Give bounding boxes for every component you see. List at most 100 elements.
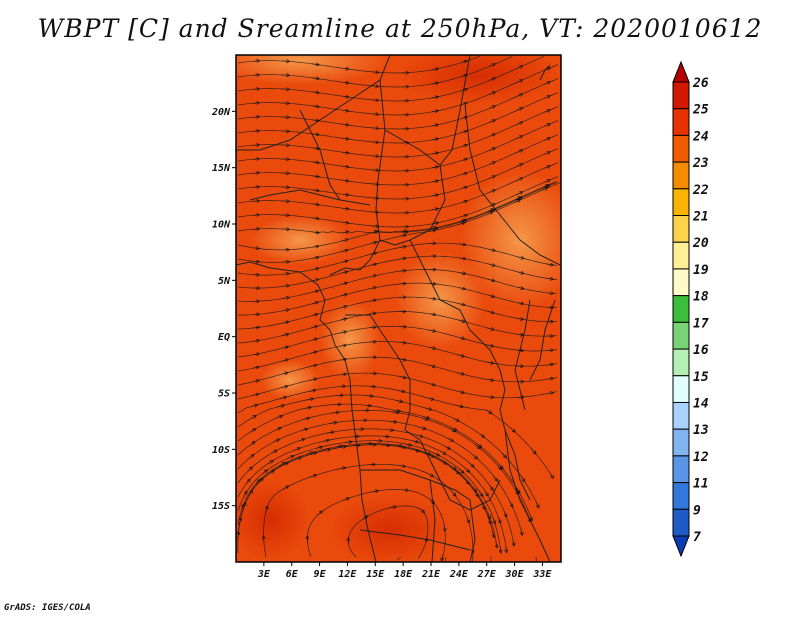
streamline-arrow [489, 484, 492, 489]
streamline-arrow [429, 298, 435, 299]
streamline-arrow [370, 242, 376, 243]
lat-tick-label: 15S [212, 501, 230, 512]
streamline-arrow [341, 240, 347, 241]
streamline-arrow [312, 269, 318, 270]
colorbar-label: 18 [693, 290, 709, 305]
map-plot-area: 3E 6E 9E 12E 15E 18E 21E 24E 27E 30E 33E 20N 15N 10N… [211, 54, 562, 580]
colorbar-segment [672, 295, 690, 323]
streamline-arrow [251, 405, 256, 406]
streamline-arrow [487, 345, 492, 346]
streamline-arrow [252, 261, 258, 262]
streamline-arrow [307, 399, 312, 400]
colorbar-segment [672, 108, 690, 136]
streamline-arrow [516, 122, 522, 125]
streamline-arrow [416, 435, 422, 436]
streamline-arrow [459, 288, 464, 289]
lon-tick-label: 21E [421, 569, 441, 580]
streamline-arrow [267, 461, 272, 465]
streamline-arrow [458, 223, 464, 225]
streamline-arrow [460, 145, 466, 147]
streamline-arrow [275, 428, 280, 431]
streamline-arrow [345, 442, 351, 443]
colorbar-segment [672, 348, 690, 377]
streamline-arrow [444, 445, 449, 448]
lat-tick-label: 10S [212, 445, 230, 456]
streamline-arrow [489, 191, 494, 193]
streamline-arrow [312, 176, 318, 177]
lat-tick-label: 5S [218, 389, 230, 400]
colorbar-segment [672, 321, 690, 350]
streamline-arrow [312, 232, 318, 233]
streamline-arrow [369, 300, 375, 301]
streamline [237, 372, 557, 400]
streamline-arrow [431, 167, 437, 168]
map-frame [235, 54, 562, 563]
streamline-arrow [369, 288, 375, 289]
streamline-arrow [312, 162, 318, 163]
streamline-arrow [544, 82, 549, 84]
streamline-arrow [342, 222, 347, 223]
streamline-arrow [489, 93, 494, 95]
streamline-arrow [442, 554, 443, 560]
streamline-arrow [312, 280, 317, 281]
streamline-arrow [342, 152, 347, 153]
streamline-arrow [472, 486, 476, 491]
streamline-arrow [429, 347, 434, 348]
colorbar-label: 24 [692, 129, 709, 144]
streamline-arrow [250, 430, 254, 433]
colorbar-segment [672, 81, 690, 110]
colorbar-segment [672, 455, 690, 484]
streamline-arrow [312, 190, 318, 191]
streamline [237, 341, 557, 372]
streamline-arrow [493, 517, 495, 523]
streamline-arrow [489, 135, 494, 137]
streamline-arrow [242, 506, 244, 511]
streamline-arrow [341, 272, 346, 273]
streamline-arrow [429, 230, 434, 231]
streamline-arrow [395, 445, 401, 446]
streamline-arrow [342, 82, 347, 83]
streamline-arrow [459, 220, 465, 222]
streamline-arrow [399, 271, 405, 272]
streamline-arrow [487, 311, 493, 312]
streamline-arrow [460, 159, 466, 161]
streamline-arrow [500, 546, 501, 552]
streamline-arrow [316, 447, 321, 448]
streamline-arrow [431, 209, 437, 210]
colorbar-label: 16 [693, 343, 709, 358]
streamline-arrow [282, 298, 288, 299]
streamline-arrow [429, 498, 434, 502]
colorbar-label: 21 [692, 210, 709, 225]
streamline-arrow [516, 178, 522, 181]
streamline-arrow [460, 117, 466, 119]
streamline-arrow [311, 303, 317, 304]
streamline-arrow [493, 531, 494, 536]
streamline-arrow [460, 201, 466, 203]
streamline-arrow [340, 332, 345, 333]
streamline-arrow [431, 153, 437, 154]
streamline-arrow [517, 257, 523, 258]
streamline-arrow [273, 440, 279, 443]
lon-tick-label: 27E [477, 569, 497, 580]
streamline-arrow [364, 405, 370, 406]
streamline-arrow [427, 473, 433, 476]
streamline-arrow [469, 462, 473, 466]
streamline-arrow [513, 539, 514, 545]
streamline-arrow [271, 451, 275, 454]
streamline-arrow [339, 345, 345, 346]
streamline-arrow [282, 487, 287, 490]
streamline-arrow [304, 408, 310, 409]
streamline-arrow [298, 439, 304, 441]
streamline-arrow [489, 107, 494, 109]
streamline-arrow [425, 408, 430, 409]
streamline-arrow [458, 355, 463, 356]
streamline-arrow [399, 284, 405, 285]
streamline-arrow [450, 465, 455, 469]
streamline-arrow [339, 468, 344, 469]
streamline-arrow [317, 512, 321, 516]
streamline-arrow [371, 491, 377, 492]
streamline-arrow [517, 287, 523, 288]
streamline-arrow [287, 456, 293, 459]
streamline [237, 242, 557, 276]
colorbar-segment [672, 241, 690, 270]
